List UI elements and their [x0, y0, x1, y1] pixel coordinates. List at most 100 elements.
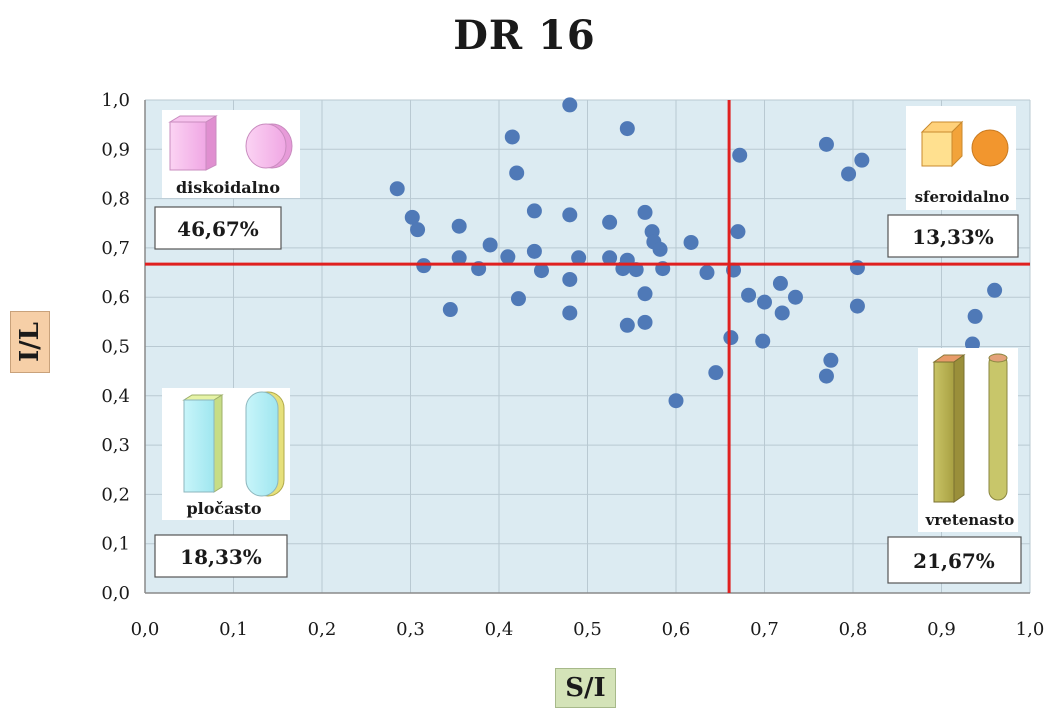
- data-point: [668, 393, 684, 409]
- data-point: [404, 209, 420, 225]
- x-tick-label: 0,2: [308, 619, 337, 640]
- quadrant-bottom-left: pločasto 18,33%: [154, 388, 290, 578]
- y-tick-label: 0,0: [101, 583, 130, 604]
- y-tick-label: 0,1: [101, 534, 130, 555]
- data-point: [854, 152, 870, 168]
- rod-block-icon: [932, 354, 966, 503]
- x-tick-label: 0,8: [839, 619, 868, 640]
- data-point: [723, 330, 739, 346]
- cube-icon: [920, 120, 964, 168]
- data-point: [562, 97, 578, 113]
- y-tick-label: 0,5: [101, 337, 130, 358]
- plate-round-icon: [245, 391, 285, 497]
- y-tick-labels: 0,0 0,1 0,2 0,3 0,4 0,5 0,6 0,7 0,8 0,9 1,0: [101, 90, 130, 604]
- data-point: [410, 222, 426, 238]
- data-point: [699, 265, 715, 281]
- data-point: [652, 241, 668, 257]
- data-point: [500, 249, 516, 265]
- x-axis-label: S/I: [555, 668, 616, 708]
- disc-round-icon: [245, 123, 293, 169]
- y-tick-label: 0,8: [101, 189, 130, 210]
- y-tick-label: 0,3: [101, 435, 130, 456]
- x-tick-label: 0,6: [662, 619, 691, 640]
- data-point: [619, 121, 635, 137]
- data-point: [533, 263, 549, 279]
- data-point: [755, 333, 771, 349]
- x-tick-labels: 0,0 0,1 0,2 0,3 0,4 0,5 0,6 0,7 0,8 0,9 1,0: [131, 619, 1045, 640]
- data-point: [451, 250, 467, 266]
- data-point: [637, 314, 653, 330]
- data-point: [964, 336, 980, 352]
- data-point: [628, 262, 644, 278]
- y-axis-label-text: I/L: [15, 322, 46, 362]
- quadrant-bottom-right: vretenasto 21,67%: [887, 348, 1022, 584]
- data-point: [849, 298, 865, 314]
- data-point: [504, 129, 520, 145]
- data-point: [741, 287, 757, 303]
- x-tick-label: 1,0: [1016, 619, 1045, 640]
- quadrant-top-right: sferoidalno 13,33%: [887, 106, 1019, 258]
- quadrant-label-plocasto: pločasto: [186, 499, 261, 518]
- data-point: [482, 237, 498, 253]
- data-point: [849, 260, 865, 276]
- x-tick-label: 0,5: [573, 619, 602, 640]
- data-point: [757, 294, 772, 310]
- data-point: [562, 271, 578, 287]
- quadrant-percent-plocasto: 18,33%: [180, 545, 262, 569]
- data-point: [602, 250, 618, 266]
- quadrant-top-left: diskoidalno 46,67%: [154, 110, 300, 250]
- data-point: [730, 224, 746, 240]
- data-point: [637, 204, 653, 220]
- data-point: [774, 305, 790, 321]
- quadrant-label-vretenasto: vretenasto: [925, 511, 1015, 529]
- data-point: [442, 302, 458, 318]
- data-point: [602, 214, 618, 230]
- data-point: [818, 368, 834, 384]
- sphere-icon: [971, 129, 1009, 167]
- data-point: [787, 289, 803, 305]
- x-tick-label: 0,9: [927, 619, 956, 640]
- y-tick-label: 0,7: [101, 238, 130, 259]
- data-point: [708, 365, 724, 381]
- disc-block-icon: [168, 115, 218, 171]
- x-tick-label: 0,3: [396, 619, 425, 640]
- data-point: [509, 165, 525, 181]
- y-tick-label: 0,4: [101, 386, 130, 407]
- data-point: [637, 286, 653, 302]
- data-point: [619, 317, 635, 333]
- x-tick-label: 0,1: [219, 619, 248, 640]
- chart-title: DR 16: [453, 12, 596, 59]
- quadrant-percent-vretenasto: 21,67%: [913, 549, 995, 573]
- data-point: [562, 305, 578, 321]
- quadrant-percent-sferoidalno: 13,33%: [912, 225, 994, 249]
- y-tick-label: 0,9: [101, 139, 130, 160]
- data-point: [510, 291, 526, 307]
- x-tick-label: 0,0: [131, 619, 160, 640]
- data-points: [389, 97, 1003, 409]
- data-point: [967, 308, 983, 324]
- plate-block-icon: [182, 394, 224, 493]
- data-point: [571, 250, 587, 266]
- data-point: [772, 275, 788, 291]
- y-axis-label: I/L: [10, 311, 50, 373]
- y-tick-label: 0,6: [101, 287, 130, 308]
- data-point: [451, 218, 467, 234]
- data-point: [987, 282, 1003, 298]
- y-tick-label: 0,2: [101, 484, 130, 505]
- axes: [144, 100, 1030, 594]
- data-point: [818, 136, 834, 152]
- x-tick-label: 0,7: [750, 619, 779, 640]
- data-point: [683, 234, 699, 250]
- quadrant-label-sferoidalno: sferoidalno: [915, 188, 1010, 206]
- data-point: [841, 166, 857, 182]
- data-point: [389, 181, 405, 197]
- data-point: [823, 352, 839, 368]
- data-point: [562, 207, 578, 223]
- quadrant-percent-diskoidalno: 46,67%: [177, 217, 259, 241]
- quadrant-dividers: [145, 100, 1030, 593]
- rod-round-icon: [988, 353, 1008, 501]
- data-point: [526, 243, 542, 259]
- quadrant-label-diskoidalno: diskoidalno: [176, 178, 280, 197]
- data-point: [732, 147, 748, 163]
